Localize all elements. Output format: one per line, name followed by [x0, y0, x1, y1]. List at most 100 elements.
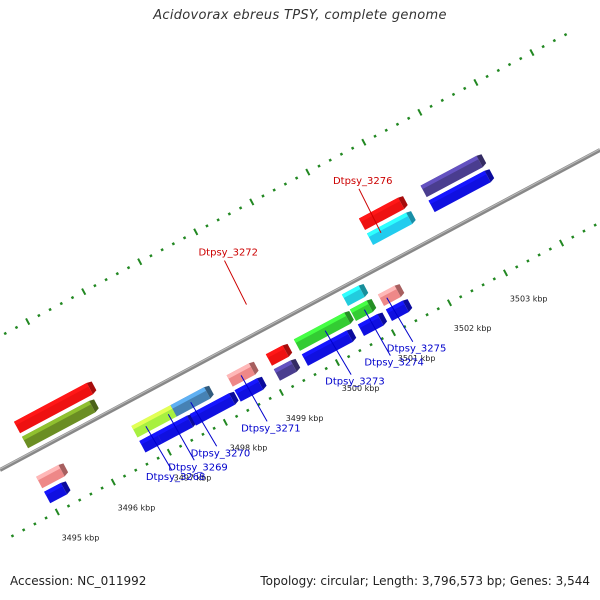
feature-block[interactable] — [385, 299, 413, 321]
feature-end — [229, 391, 239, 405]
leader-line — [358, 188, 382, 234]
gene-label[interactable]: Dtpsy_3270 — [191, 448, 251, 459]
feature-bevel — [139, 432, 159, 445]
feature-block[interactable] — [21, 399, 99, 449]
minor-tick — [48, 307, 52, 312]
minor-tick — [339, 152, 344, 156]
feature-block[interactable] — [156, 414, 197, 444]
gene-label[interactable]: Dtpsy_3271 — [241, 423, 301, 434]
feature-bevel — [265, 345, 285, 358]
feature-bevel — [189, 393, 231, 418]
minor-tick — [122, 474, 127, 478]
minor-tick — [205, 224, 209, 228]
minor-tick — [425, 313, 429, 317]
feature-face — [301, 330, 353, 366]
minor-tick — [178, 444, 183, 448]
minor-tick — [156, 456, 160, 460]
feature-bevel — [293, 312, 347, 343]
feature-block[interactable] — [36, 463, 69, 489]
major-tick — [249, 198, 255, 206]
major-tick — [110, 478, 116, 486]
feature-end — [186, 414, 197, 428]
minor-tick — [33, 522, 37, 526]
minor-tick — [3, 331, 7, 336]
gene-label[interactable]: Dtpsy_3268 — [146, 472, 206, 483]
feature-bevel — [358, 197, 401, 223]
gene-label[interactable]: Dtpsy_3269 — [168, 462, 228, 473]
feature-block[interactable] — [170, 385, 214, 417]
feature-block[interactable] — [44, 481, 71, 504]
major-tick — [305, 168, 311, 176]
feature-bevel — [44, 482, 63, 496]
gene-label[interactable]: Dtpsy_3272 — [198, 248, 258, 259]
major-tick — [390, 329, 396, 337]
feature-block[interactable] — [301, 328, 357, 366]
major-tick — [54, 508, 60, 516]
minor-tick — [283, 182, 288, 186]
feature-block[interactable] — [226, 361, 259, 387]
backbone — [0, 148, 600, 472]
major-tick — [193, 228, 199, 236]
minor-tick — [302, 378, 306, 383]
feature-end — [86, 381, 97, 395]
minor-tick — [496, 68, 501, 73]
scale-label: 3502 kbp — [454, 324, 492, 333]
feature-block[interactable] — [349, 299, 377, 321]
gene-label[interactable]: Dtpsy_3274 — [364, 358, 424, 369]
feature-end — [257, 376, 267, 390]
gene-label[interactable]: Dtpsy_3276 — [333, 176, 393, 187]
feature-block[interactable] — [420, 154, 487, 198]
feature-face — [13, 382, 93, 434]
minor-tick — [582, 229, 586, 233]
feature-face — [420, 155, 483, 198]
minor-tick — [44, 516, 48, 520]
feature-end — [377, 312, 388, 326]
minor-tick — [485, 74, 489, 79]
minor-tick — [406, 116, 411, 120]
minor-tick — [313, 372, 317, 377]
minor-tick — [492, 277, 497, 281]
scale-label: 3499 kbp — [286, 414, 324, 423]
feature-block[interactable] — [428, 169, 495, 213]
minor-tick — [384, 128, 388, 132]
feature-face — [273, 360, 297, 381]
feature-block[interactable] — [366, 211, 416, 245]
feature-block[interactable] — [293, 310, 354, 351]
minor-tick — [126, 266, 131, 270]
scale-labels: 3495 kbp 3496 kbp 3497 kbp 3498 kbp 3499 kbp… — [62, 294, 548, 542]
feature-block[interactable] — [189, 391, 239, 426]
minor-tick — [552, 38, 557, 43]
feature-bevel — [357, 314, 380, 328]
feature-block[interactable] — [265, 343, 293, 366]
feature-block[interactable] — [357, 312, 388, 336]
gene-label[interactable]: Dtpsy_3273 — [325, 377, 385, 388]
minor-tick — [216, 218, 220, 222]
major-tick — [446, 299, 453, 307]
major-tick — [361, 138, 367, 146]
feature-block[interactable] — [377, 284, 405, 306]
minor-tick — [37, 313, 41, 318]
feature-block[interactable] — [13, 381, 97, 434]
minor-tick — [436, 307, 440, 311]
feature-block[interactable] — [341, 284, 369, 306]
feature-face — [226, 363, 256, 387]
leader-line — [167, 414, 195, 461]
minor-tick — [451, 92, 456, 97]
scale-label: 3500 kbp — [342, 384, 380, 393]
minor-tick — [324, 366, 328, 371]
minor-tick — [414, 319, 418, 323]
feature-block[interactable] — [273, 358, 301, 381]
minor-tick — [149, 254, 153, 258]
major-tick — [559, 239, 565, 247]
leader-line — [224, 260, 247, 305]
minor-tick — [515, 265, 519, 269]
gene-label[interactable]: Dtpsy_3275 — [387, 344, 447, 355]
scale-label: 3496 kbp — [118, 503, 156, 512]
minor-tick — [182, 236, 187, 240]
scale-label: 3495 kbp — [62, 533, 100, 542]
feature-block[interactable] — [358, 196, 408, 230]
minor-tick — [104, 277, 108, 282]
feature-end — [204, 385, 214, 399]
accession-text: Accession: NC_011992 — [10, 574, 147, 588]
